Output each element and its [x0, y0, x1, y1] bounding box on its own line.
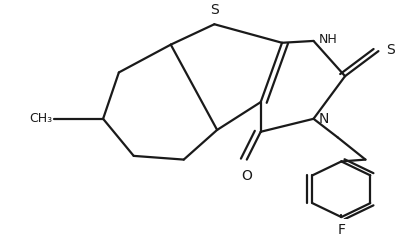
- Text: S: S: [210, 3, 219, 17]
- Text: NH: NH: [319, 34, 338, 46]
- Text: S: S: [386, 43, 395, 57]
- Text: F: F: [337, 223, 345, 236]
- Text: N: N: [319, 112, 330, 126]
- Text: O: O: [241, 169, 252, 183]
- Text: CH₃: CH₃: [29, 112, 52, 125]
